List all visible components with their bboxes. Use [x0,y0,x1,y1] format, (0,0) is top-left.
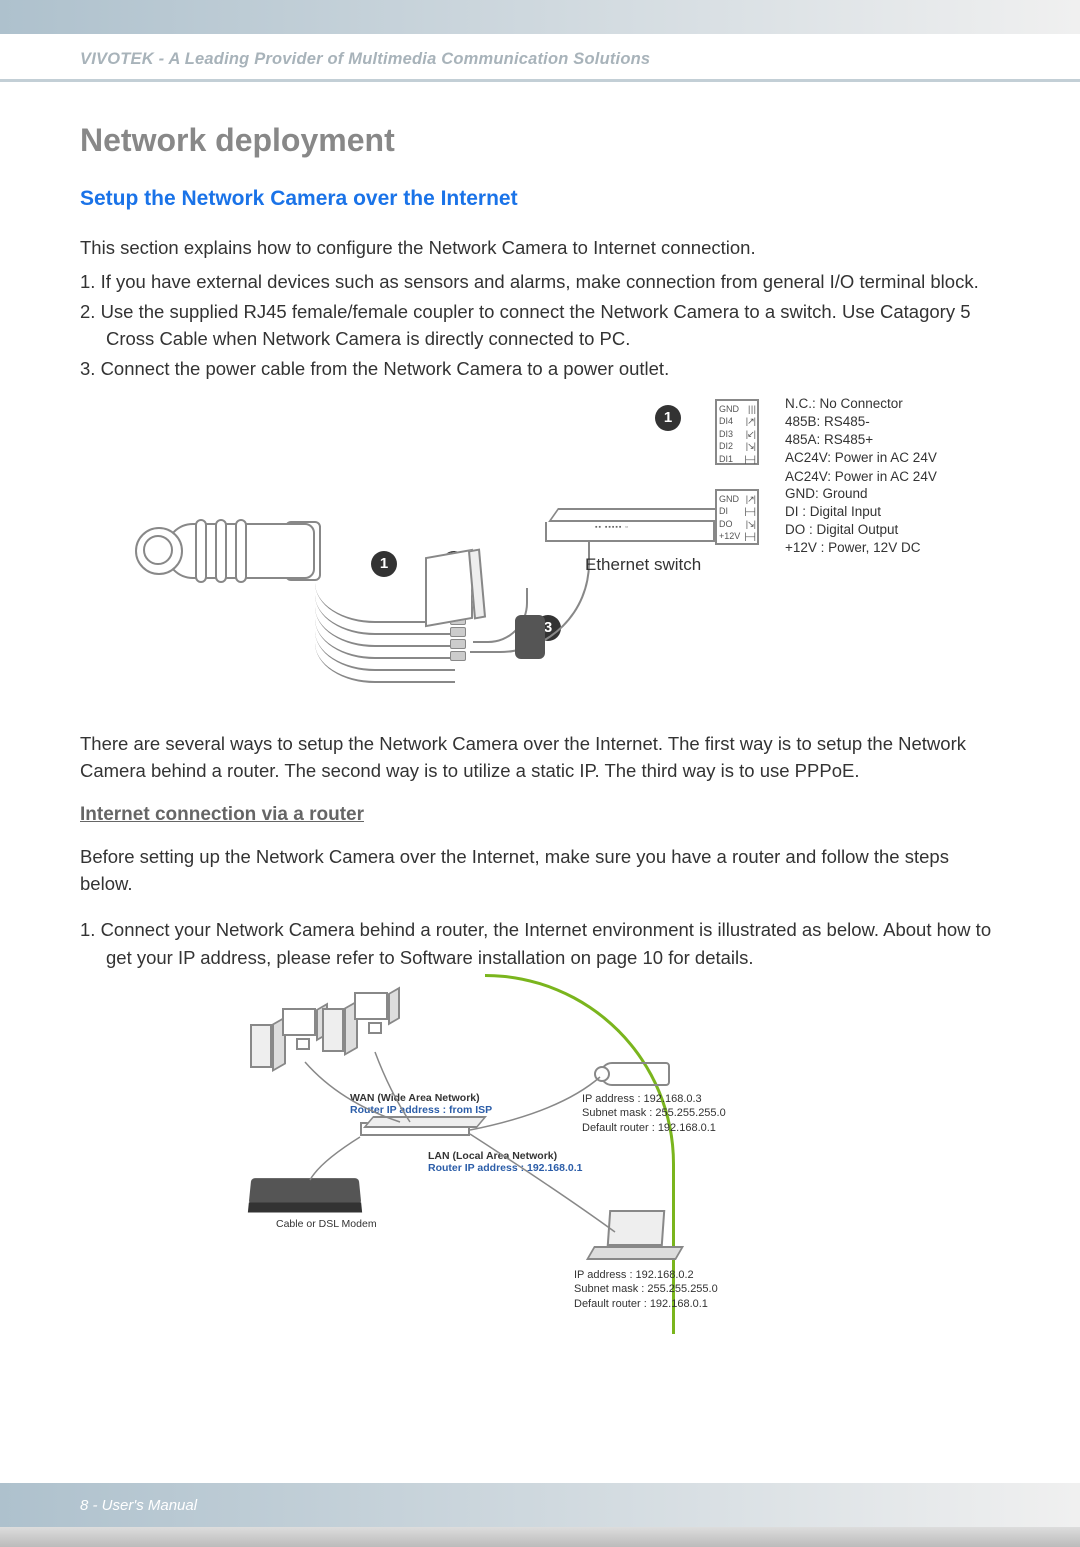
monitor-2 [354,992,388,1020]
footer-band: 8 - User's Manual [0,1483,1080,1527]
router-device [360,1122,470,1136]
page-bottom-shadow [0,1527,1080,1547]
router-intro-paragraph: Before setting up the Network Camera ove… [80,844,1000,898]
pc-tower-2 [322,1008,344,1052]
page-content: Network deployment Setup the Network Cam… [0,82,1080,1342]
camera-ip-block: IP address : 192.168.0.3 Subnet mask : 2… [582,1092,726,1137]
terminal-block-a: GND| | | DI4|↗| DI3|↙| DI2|↘| DI1|—| [715,399,759,465]
figure-network-topology: WAN (Wide Area Network) Router IP addres… [230,982,850,1322]
camera-icon [600,1062,670,1086]
figure-connection-diagram: 1 2 3 1 ▪▪ ▪▪▪▪▪ ▫ Ethernet switch GND| … [125,393,955,713]
callout-badge-1b: 1 [655,405,681,431]
intro-paragraph: This section explains how to configure t… [80,235,1000,262]
wan-label: WAN (Wide Area Network) Router IP addres… [350,1092,492,1116]
subsection-heading: Internet connection via a router [80,804,1000,826]
header-banner-text: VIVOTEK - A Leading Provider of Multimed… [80,50,650,68]
step-3: 3. Connect the power cable from the Netw… [80,355,1000,383]
footer-text: 8 - User's Manual [80,1497,197,1514]
ethernet-switch: ▪▪ ▪▪▪▪▪ ▫ [545,508,715,546]
router-step-list: 1. Connect your Network Camera behind a … [80,916,1000,972]
callout-badge-1: 1 [371,551,397,577]
router-step-1: 1. Connect your Network Camera behind a … [80,916,1000,972]
top-gradient-band [0,0,1080,34]
setup-steps-list: 1. If you have external devices such as … [80,268,1000,383]
step-1: 1. If you have external devices such as … [80,268,1000,296]
power-plug [515,615,545,659]
modem-label: Cable or DSL Modem [276,1218,377,1230]
terminal-block-b: GND|↗| DI|—| DO|↘| +12V|—| [715,489,759,545]
terminal-legend-a: N.C.: No Connector 485B: RS485- 485A: RS… [785,395,937,486]
camera-lens-icon [594,1066,610,1082]
rj45-coupler [425,549,473,627]
camera-illustration [135,513,335,593]
section-subtitle: Setup the Network Camera over the Intern… [80,187,1000,211]
monitor-1 [282,1008,316,1036]
ethernet-switch-label: Ethernet switch [585,555,701,575]
setup-methods-paragraph: There are several ways to setup the Netw… [80,731,1000,785]
laptop-device [590,1212,680,1262]
modem-device [249,1178,362,1204]
pc-tower-1 [250,1024,272,1068]
laptop-ip-block: IP address : 192.168.0.2 Subnet mask : 2… [574,1268,718,1313]
step-2: 2. Use the supplied RJ45 female/female c… [80,298,1000,354]
header-bar: VIVOTEK - A Leading Provider of Multimed… [0,34,1080,82]
page-title: Network deployment [80,122,1000,159]
lan-label: LAN (Local Area Network) Router IP addre… [428,1150,582,1174]
terminal-legend-b: GND: Ground DI : Digital Input DO : Digi… [785,485,920,558]
